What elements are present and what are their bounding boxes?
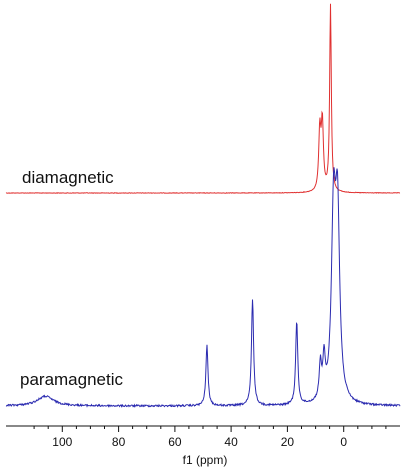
x-tick-label: 40	[224, 435, 238, 449]
x-axis-title: f1 (ppm)	[183, 453, 228, 467]
x-tick-label: 0	[340, 435, 347, 449]
spectrum-traces	[5, 3, 401, 408]
paramagnetic-label: paramagnetic	[20, 370, 124, 389]
diamagnetic-label: diamagnetic	[22, 168, 114, 187]
x-tick-label: 60	[168, 435, 182, 449]
x-axis-ticks: 100 80 60 40 20 0	[33, 426, 387, 449]
diamagnetic-trace	[5, 3, 401, 194]
x-tick-label: 100	[52, 435, 72, 449]
x-tick-label: 80	[112, 435, 126, 449]
x-tick-label: 20	[281, 435, 295, 449]
paramagnetic-trace	[5, 167, 401, 408]
